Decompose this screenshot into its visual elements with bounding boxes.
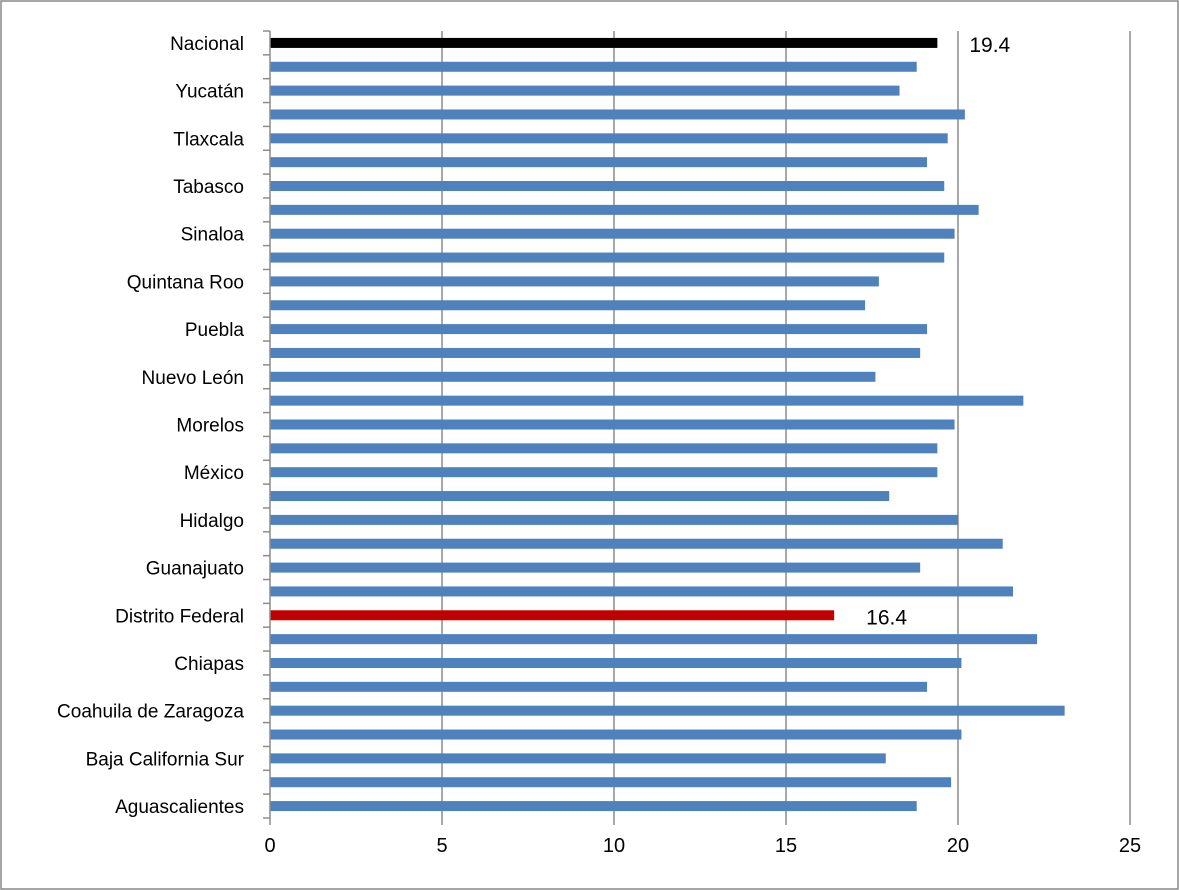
category-label: Tabasco [173, 177, 244, 198]
category-label: México [184, 463, 244, 484]
category-label: Nacional [170, 34, 244, 55]
bar-25 [270, 634, 1038, 645]
category-label: Baja California Sur [86, 749, 245, 770]
bar-21 [270, 538, 1003, 549]
bar-16 [270, 419, 955, 430]
x-tick-label: 15 [775, 835, 797, 857]
bar-32 [270, 801, 917, 812]
bar-23 [270, 586, 1014, 597]
category-label: Nuevo León [142, 368, 244, 389]
data-label-24: 16.4 [866, 606, 907, 629]
bar-26 [270, 657, 962, 668]
category-label: Aguascalientes [115, 797, 244, 818]
bar-7 [270, 204, 979, 215]
bar-28 [270, 705, 1065, 716]
category-label: Guanajuato [146, 559, 244, 580]
category-label: Tlaxcala [173, 129, 244, 150]
bar-0 [270, 37, 938, 48]
bar-9 [270, 252, 945, 263]
bar-15 [270, 395, 1024, 406]
x-tick-label: 25 [1119, 835, 1141, 857]
bar-18 [270, 467, 938, 478]
bar-5 [270, 157, 928, 168]
bar-27 [270, 681, 928, 692]
data-label-0: 19.4 [969, 34, 1010, 57]
bar-3 [270, 109, 965, 120]
category-label: Sinaloa [181, 225, 245, 246]
bar-29 [270, 729, 962, 740]
bar-12 [270, 324, 928, 335]
x-tick-label: 0 [264, 835, 275, 857]
category-label: Hidalgo [180, 511, 244, 532]
category-label: Puebla [185, 320, 245, 341]
labels: 0 5 10 15 20 25 Nacional Yucatán Tlaxcala Tabasco… [57, 34, 1141, 857]
bar-24 [270, 610, 835, 621]
bar-6 [270, 181, 945, 192]
category-label: Distrito Federal [115, 606, 244, 627]
category-label: Chiapas [174, 654, 244, 675]
bar-2 [270, 85, 900, 96]
bar-8 [270, 228, 955, 239]
x-tick-label: 5 [436, 835, 447, 857]
category-label: Yucatán [175, 82, 244, 103]
bar-1 [270, 61, 917, 72]
bar-31 [270, 777, 952, 788]
x-tick-label: 20 [947, 835, 969, 857]
category-label: Morelos [176, 416, 244, 437]
category-label: Quintana Roo [127, 272, 244, 293]
bar-4 [270, 133, 948, 144]
axes [263, 30, 1131, 825]
bar-20 [270, 514, 958, 525]
bar-17 [270, 443, 938, 454]
bars [270, 37, 1065, 812]
bar-10 [270, 276, 879, 287]
category-label: Coahuila de Zaragoza [57, 702, 244, 723]
bar-13 [270, 347, 921, 358]
bar-14 [270, 371, 876, 382]
bar-30 [270, 753, 886, 764]
x-tick-label: 10 [603, 835, 625, 857]
bar-19 [270, 491, 890, 502]
bar-22 [270, 562, 921, 573]
bar-11 [270, 300, 866, 311]
